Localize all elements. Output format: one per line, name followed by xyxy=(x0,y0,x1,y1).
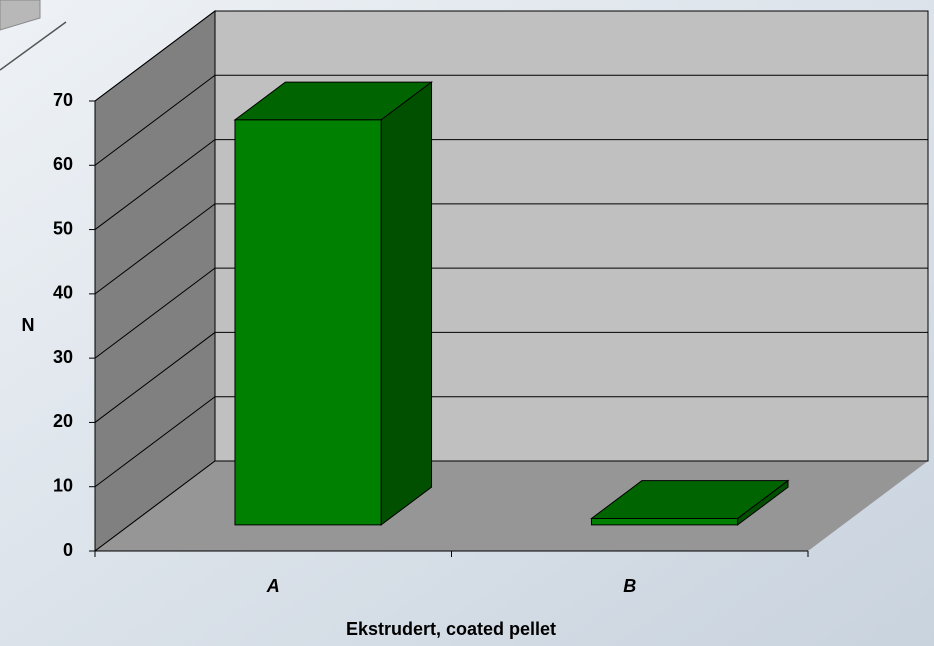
side-wall xyxy=(94,10,216,552)
bar xyxy=(234,119,382,526)
grid-line xyxy=(94,267,928,359)
grid-line xyxy=(94,74,928,166)
y-tick-label: 50 xyxy=(53,218,73,238)
y-tick-label: 70 xyxy=(53,90,73,110)
grid-line xyxy=(94,396,928,488)
bar-side xyxy=(380,81,433,526)
y-tick-label: 60 xyxy=(53,154,73,174)
decoration xyxy=(0,0,41,31)
y-tick-label: 20 xyxy=(53,411,73,431)
grid-line xyxy=(94,203,928,295)
grid-line xyxy=(94,10,928,102)
x-tick-label: B xyxy=(623,576,636,596)
grid-line xyxy=(94,460,928,552)
y-tick-label: 30 xyxy=(53,347,73,367)
grid-line xyxy=(94,331,928,423)
bar xyxy=(590,517,739,526)
x-axis-title: Ekstrudert, coated pellet xyxy=(346,619,556,639)
x-tick-label: A xyxy=(266,576,280,596)
y-axis-title: N xyxy=(22,315,35,335)
plot-area: 0 10 20 30 40 50 60 70 A B xyxy=(53,10,929,596)
y-tick-label: 10 xyxy=(53,475,73,495)
y-tick-label: 0 xyxy=(63,540,73,560)
floor xyxy=(95,461,928,551)
y-tick-label: 40 xyxy=(53,283,73,303)
decoration xyxy=(0,21,67,71)
grid-line xyxy=(94,139,928,230)
